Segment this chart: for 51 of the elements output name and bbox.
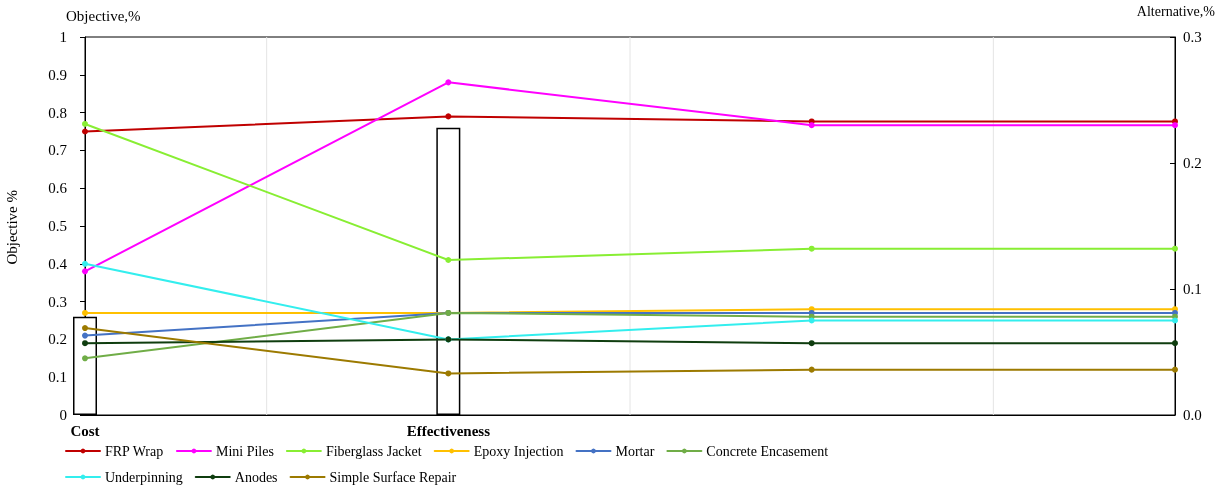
point (82, 340, 88, 347)
point (1172, 366, 1178, 373)
point (82, 260, 88, 267)
point (445, 113, 452, 120)
legend-label: Epoxy Injection (473, 443, 564, 459)
y-tick-label: 0.2 (48, 331, 67, 348)
y-tick-label: 0.9 (48, 66, 67, 83)
legend-label: Underpinning (105, 469, 183, 485)
point (1172, 317, 1178, 324)
point (808, 122, 815, 129)
y2-tick-label: 0.2 (1183, 155, 1202, 171)
legend-label: Mortar (615, 443, 655, 459)
legend-label: Simple Surface Repair (329, 469, 457, 485)
y-tick-label: 0.7 (48, 142, 68, 159)
y-tick-label: 0.4 (48, 255, 68, 272)
legend-label: Concrete Encasement (706, 443, 829, 459)
y2-tick-label: 0.0 (1183, 407, 1202, 423)
y-tick-label: 0.3 (48, 293, 67, 310)
y-tick-label: 0.8 (48, 104, 67, 121)
y-tick-label: 1 (59, 29, 67, 45)
point (82, 325, 88, 332)
text: Objective,% (66, 7, 141, 24)
legend-label: FRP Wrap (105, 443, 164, 459)
point (82, 128, 88, 135)
point (445, 370, 452, 377)
legend-label: Anodes (234, 469, 278, 485)
x-tick-label: Effectiveness (406, 422, 491, 439)
x-tick-label: Cost (70, 422, 100, 439)
point (82, 355, 88, 362)
point (445, 79, 452, 86)
point (445, 257, 452, 264)
point (82, 268, 88, 275)
y-tick-label: 0 (59, 407, 67, 423)
point (808, 245, 815, 252)
legend-label: Fiberglass Jacket (325, 443, 422, 459)
point (1172, 245, 1178, 252)
point (808, 340, 815, 347)
point (808, 366, 815, 373)
y-tick-label: 0.5 (48, 218, 67, 234)
legend-label: Mini Piles (215, 443, 274, 459)
point (1172, 122, 1178, 129)
point (82, 309, 88, 316)
y2-tick-label: 0.3 (1183, 29, 1202, 45)
y-tick-label: 0.1 (48, 369, 67, 386)
point (1172, 340, 1178, 347)
y2-tick-label: 0.1 (1183, 281, 1202, 297)
y2-axis-title: Alternative,% (1136, 3, 1216, 19)
point (82, 332, 88, 339)
y-tick-label: 0.6 (48, 180, 68, 197)
y-axis-title: Objective % (3, 189, 20, 265)
point (82, 120, 88, 127)
